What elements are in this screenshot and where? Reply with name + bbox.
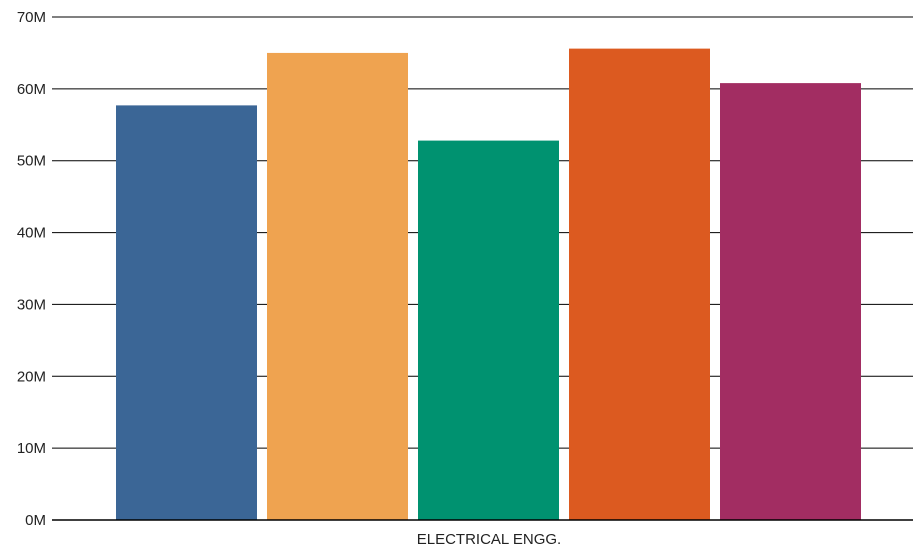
y-axis-tick-labels: 0M 10M 20M 30M 40M 50M 60M 70M: [17, 9, 46, 529]
y-tick-label: 0M: [25, 512, 46, 529]
y-tick-label: 70M: [17, 9, 46, 26]
bar-4: [569, 48, 710, 521]
bar-2: [267, 52, 408, 521]
x-category-label: ELECTRICAL ENGG.: [417, 531, 561, 548]
bar-3: [418, 140, 559, 520]
y-tick-label: 60M: [17, 81, 46, 98]
bar-5: [720, 83, 861, 520]
bars: [116, 48, 861, 521]
y-tick-label: 20M: [17, 368, 46, 385]
y-tick-label: 30M: [17, 296, 46, 313]
y-tick-label: 10M: [17, 440, 46, 457]
y-tick-label: 40M: [17, 225, 46, 242]
y-tick-label: 50M: [17, 153, 46, 170]
bar-1: [116, 105, 257, 521]
